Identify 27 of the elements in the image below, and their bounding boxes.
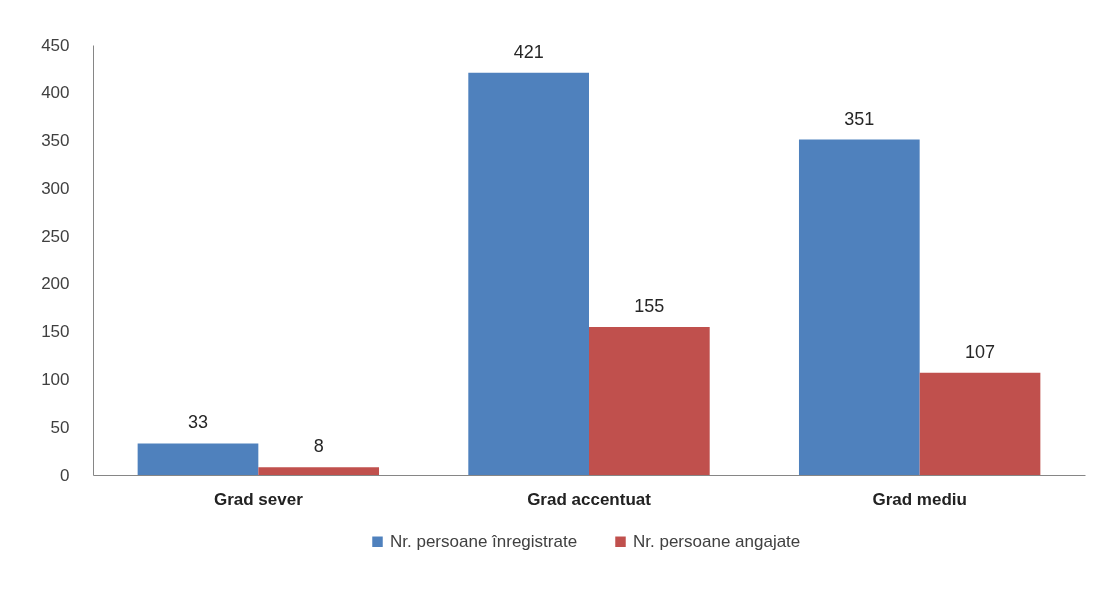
bar	[589, 326, 710, 475]
x-tick-label: Grad accentuat	[527, 489, 652, 509]
data-label: 107	[964, 341, 996, 362]
data-label: 8	[313, 436, 324, 457]
y-tick-label: 150	[41, 322, 70, 342]
bar	[137, 443, 259, 475]
data-label: 155	[634, 295, 665, 316]
x-tick-label: Grad mediu	[872, 489, 967, 509]
y-tick-label: 450	[41, 35, 70, 55]
bar	[919, 372, 1041, 475]
bar	[468, 72, 589, 475]
bar	[798, 139, 920, 475]
bar	[258, 467, 380, 475]
y-tick-label: 250	[41, 226, 70, 246]
legend-label: Nr. persoane angajate	[633, 531, 801, 551]
data-label: 33	[187, 412, 208, 433]
y-tick-label: 0	[60, 465, 70, 485]
y-tick-label: 300	[41, 178, 70, 198]
y-tick-label: 200	[41, 274, 70, 294]
legend-label: Nr. persoane înregistrate	[390, 531, 578, 551]
y-tick-label: 400	[41, 83, 70, 103]
data-label: 421	[513, 41, 544, 62]
x-tick-label: Grad sever	[213, 489, 304, 509]
data-label: 351	[844, 108, 875, 129]
y-tick-label: 100	[41, 369, 70, 389]
y-tick-label: 50	[50, 417, 70, 437]
y-tick-label: 350	[41, 131, 70, 151]
